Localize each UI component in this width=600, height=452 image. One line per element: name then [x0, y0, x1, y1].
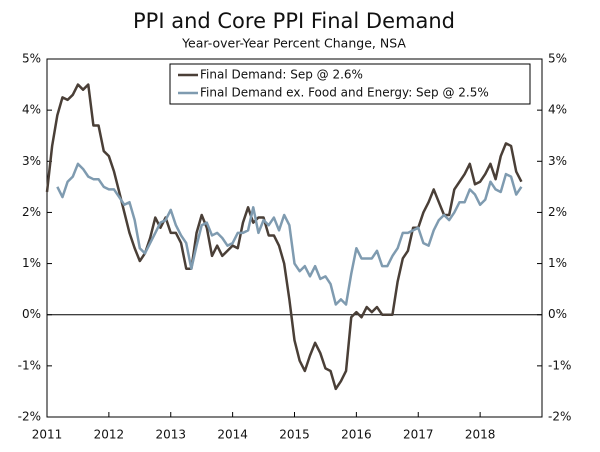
y2-tick-label: 1% — [548, 256, 567, 270]
y2-tick-label: 2% — [548, 205, 567, 219]
y2-tick-label: 0% — [548, 307, 567, 321]
y2-tick-label: -2% — [548, 410, 571, 424]
x-tick-label: 2014 — [217, 428, 248, 442]
legend-label: Final Demand: Sep @ 2.6% — [200, 68, 363, 82]
y-tick-label: -2% — [18, 410, 41, 424]
y-tick-label: 5% — [22, 52, 41, 66]
series-line — [56, 162, 523, 306]
y-tick-label: 3% — [22, 154, 41, 168]
x-tick-label: 2012 — [94, 428, 125, 442]
x-tick-label: 2018 — [465, 428, 496, 442]
x-tick-label: 2015 — [279, 428, 310, 442]
series-line — [45, 83, 523, 391]
y2-tick-label: -1% — [548, 358, 571, 372]
chart-title: PPI and Core PPI Final Demand — [133, 9, 455, 33]
chart-subtitle: Year-over-Year Percent Change, NSA — [181, 36, 406, 51]
y2-tick-label: 3% — [548, 154, 567, 168]
y-tick-label: -1% — [18, 358, 41, 372]
y-tick-label: 0% — [22, 307, 41, 321]
y-tick-label: 4% — [22, 103, 41, 117]
x-tick-label: 2016 — [341, 428, 372, 442]
y2-tick-label: 4% — [548, 103, 567, 117]
y-tick-label: 2% — [22, 205, 41, 219]
x-tick-label: 2011 — [32, 428, 63, 442]
y-tick-label: 1% — [22, 256, 41, 270]
y2-tick-label: 5% — [548, 52, 567, 66]
legend-label: Final Demand ex. Food and Energy: Sep @ … — [200, 86, 489, 100]
plot-frame — [46, 58, 543, 418]
x-tick-label: 2013 — [155, 428, 186, 442]
x-tick-label: 2017 — [403, 428, 434, 442]
legend-box — [169, 63, 531, 105]
